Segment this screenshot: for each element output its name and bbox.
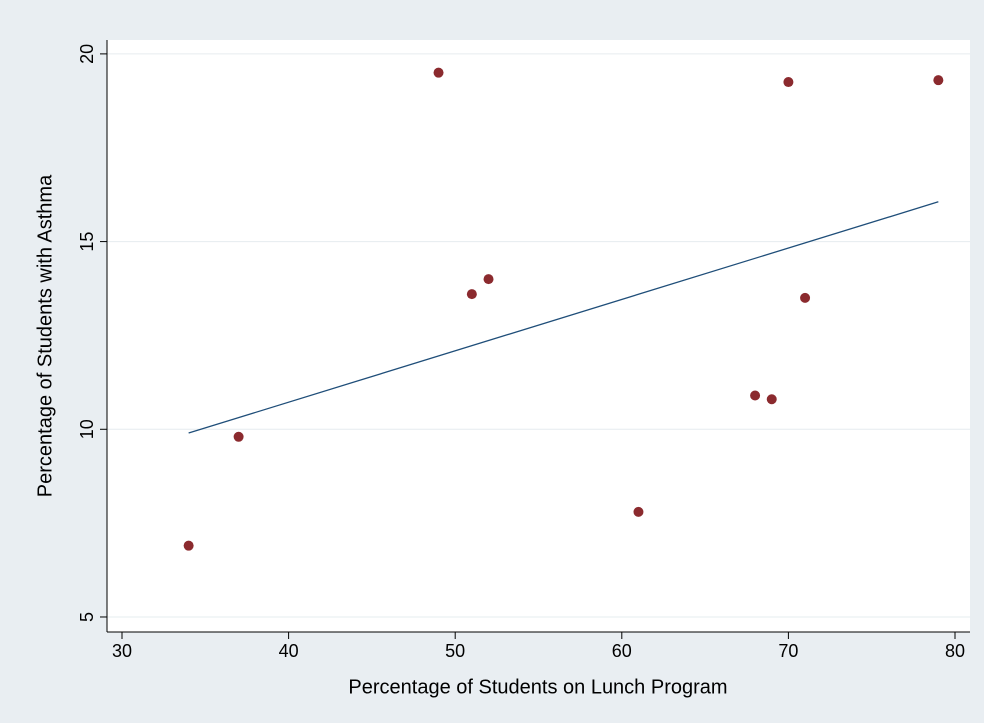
y-tick-label: 15 [77, 232, 97, 252]
point [750, 390, 761, 401]
x-axis-title: Percentage of Students on Lunch Program [348, 676, 727, 698]
x-tick-label: 80 [945, 641, 965, 661]
point [483, 274, 494, 285]
point [633, 506, 644, 517]
plot-area [107, 40, 970, 632]
x-tick-label: 50 [445, 641, 465, 661]
x-tick-label: 60 [612, 641, 632, 661]
y-axis-title: Percentage of Students with Asthma [34, 174, 56, 497]
point [766, 394, 777, 405]
point [800, 292, 811, 303]
x-tick-label: 40 [279, 641, 299, 661]
point [183, 540, 194, 551]
point [433, 67, 444, 78]
x-tick-label: 30 [112, 641, 132, 661]
y-tick-label: 10 [77, 419, 97, 439]
point [466, 289, 477, 300]
point [783, 77, 794, 88]
y-tick-label: 20 [77, 44, 97, 64]
point [933, 75, 944, 86]
point [233, 431, 244, 442]
x-tick-label: 70 [778, 641, 798, 661]
fit-line [188, 201, 939, 434]
y-tick-label: 5 [77, 612, 97, 622]
